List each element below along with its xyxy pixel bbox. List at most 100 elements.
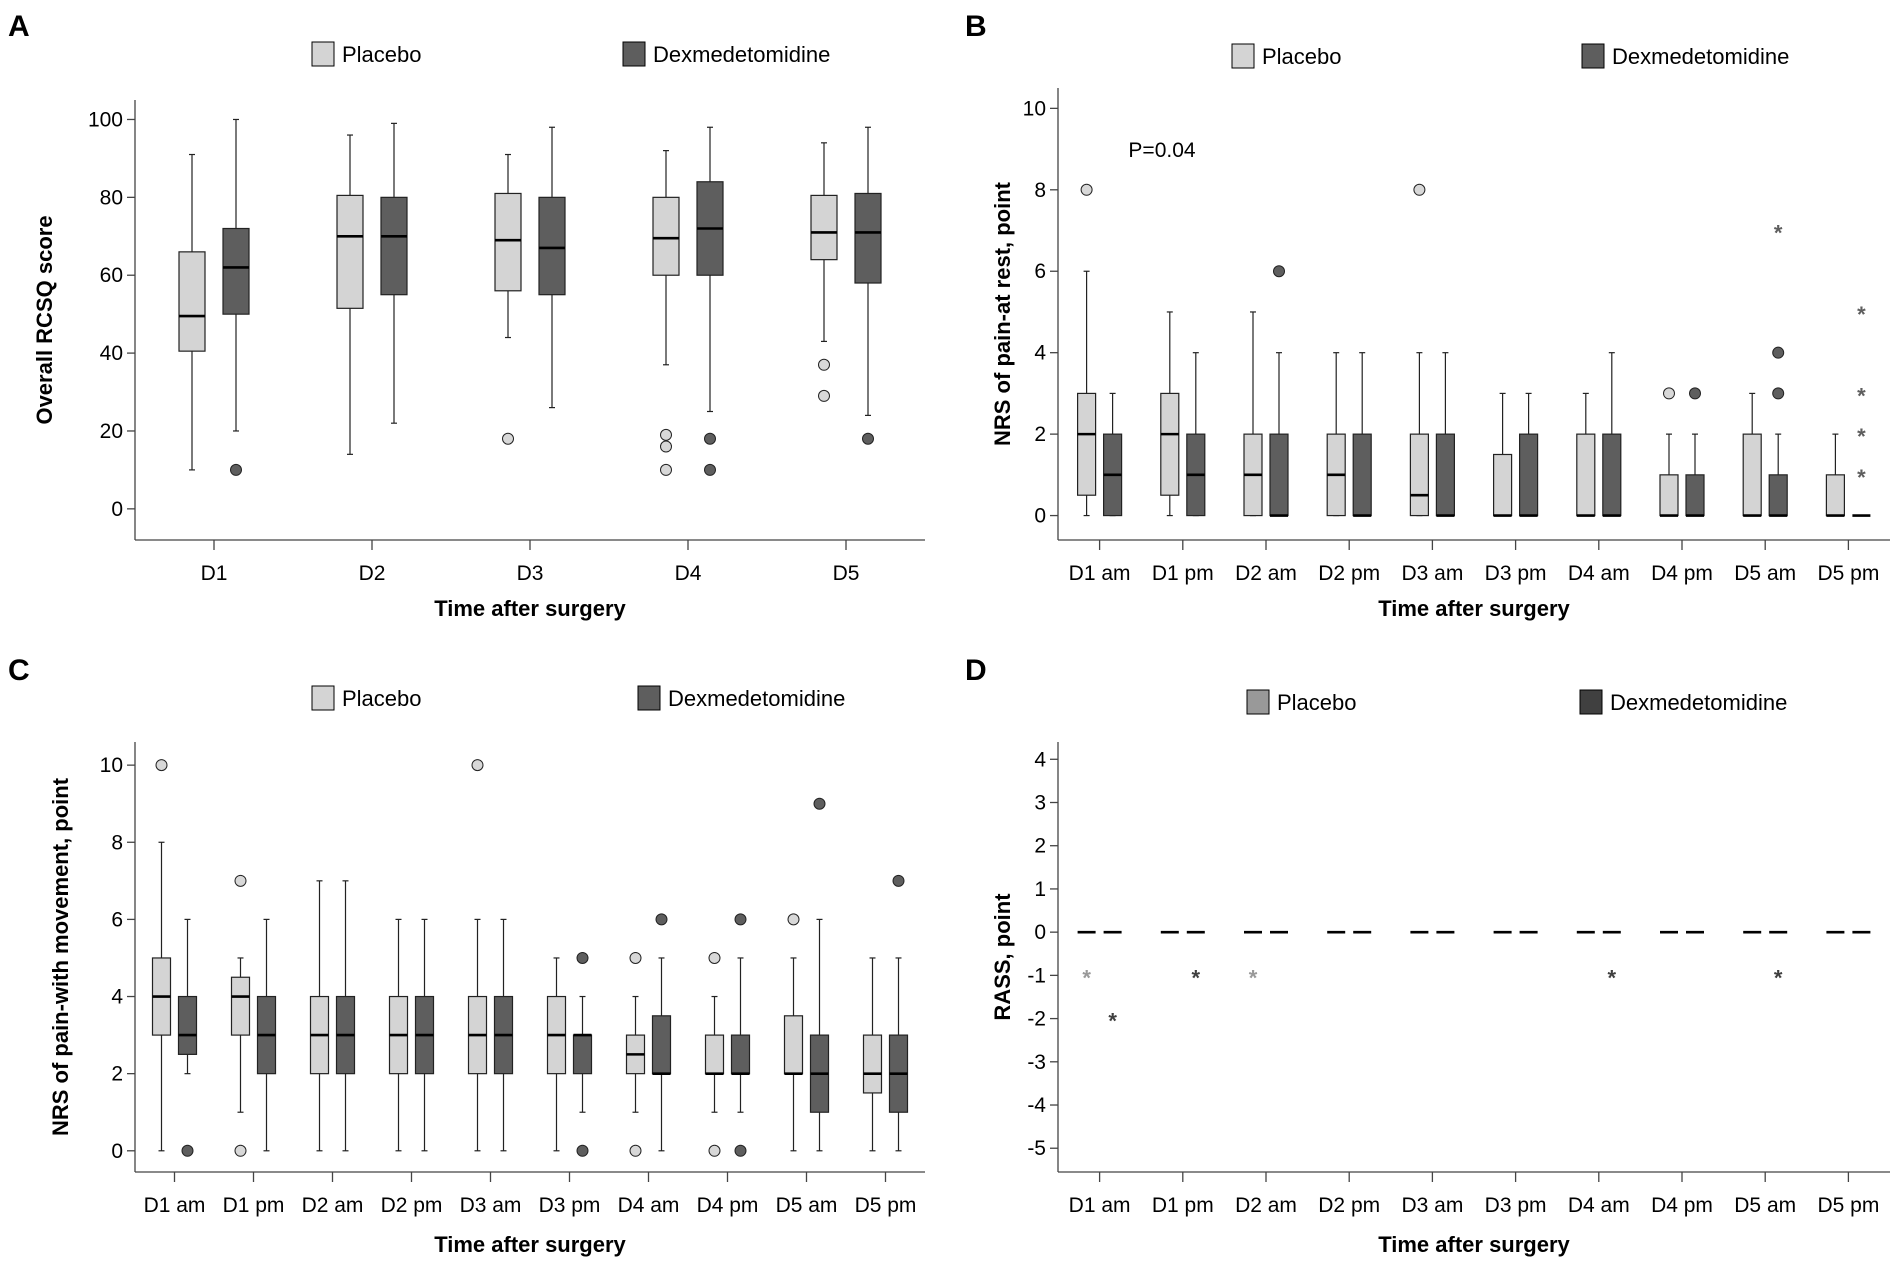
outlier-point [230,463,242,476]
box-iqr [783,1015,804,1075]
box-d1-pm [1186,352,1206,517]
box-d2-am [1243,311,1263,517]
legend-label: Placebo [342,686,422,711]
legend-swatch-dexmedetomidine [622,41,646,67]
x-tick-label: D1 pm [1152,562,1214,585]
outlier-point [660,440,672,453]
y-tick-label: 6 [1034,260,1046,283]
series-dexmedetomidine: * * * * [1103,930,1871,1034]
y-tick-label: 0 [111,498,123,521]
box-iqr [538,196,566,296]
outlier-point [1080,183,1093,196]
outlier-point [704,463,716,476]
legend-swatch-placebo [311,685,335,711]
box-iqr [1435,433,1456,517]
outlier-point [655,913,668,926]
x-tick-label: D3 am [1401,562,1463,585]
x-tick-label: D1 [201,562,228,585]
x-tick-label: D1 pm [223,1194,285,1217]
outlier-point [576,951,589,964]
outlier-point [234,1144,247,1157]
x-tick-label: D4 am [618,1194,680,1217]
box-iqr [1076,392,1097,496]
outlier-point [660,463,672,476]
box-iqr [572,1034,593,1075]
x-tick-label: D3 pm [1485,562,1547,585]
box-iqr [1659,474,1679,517]
legend-label: Placebo [1277,690,1357,715]
y-tick-label: 2 [1034,423,1046,446]
outlier-point [576,1144,589,1157]
x-tick-label: D1 am [1069,1194,1131,1217]
box-d5-am [809,797,830,1152]
legend-swatch-placebo [1246,689,1270,715]
y-tick-label: 3 [1034,792,1046,815]
y-tick-label: -4 [1027,1094,1046,1117]
box-d5-pm: * * * * [1852,302,1871,517]
outlier-point [818,358,830,371]
outlier-point [629,1144,642,1157]
outlier-point [502,432,514,445]
x-tick-label: D3 pm [539,1194,601,1217]
box-d4-pm [1685,387,1705,517]
series-placebo [1076,183,1846,517]
x-tick-label: D1 pm [1152,1194,1214,1217]
box-d2-am [309,880,330,1152]
y-axis-title: Overall RCSQ score [32,215,57,424]
y-tick-label: -3 [1027,1051,1046,1074]
legend-swatch-placebo [311,41,335,67]
box-d1-am [1076,183,1097,517]
box-iqr [704,1034,725,1075]
box-d4-pm [730,913,751,1157]
x-tick-label: D2 [359,562,386,585]
x-tick-label: D4 pm [697,1194,759,1217]
outlier-point [818,389,830,402]
extreme-point: * [1192,965,1201,990]
outlier-point [708,951,721,964]
box-d3-am [467,759,488,1152]
extreme-point: * [1774,965,1783,990]
box-d2-pm [1352,352,1372,517]
box-d4-am: * [1602,930,1621,990]
panel-a: A Placebo Dexmedetomidine 0 20 40 60 80 100 D1 D2 D… [8,10,925,621]
legend-label: Dexmedetomidine [668,686,845,711]
y-axis-title: NRS of pain-with movement, point [48,777,73,1136]
outlier-point [813,797,826,810]
y-axis-title: RASS, point [990,893,1015,1021]
box-iqr [651,1015,672,1075]
y-tick-label: 10 [1023,97,1046,120]
annotation: P=0.04 [1128,139,1195,162]
box-iqr [336,194,364,309]
legend-label: Placebo [1262,44,1342,69]
outlier-point [708,1144,721,1157]
y-axis-title: NRS of pain-at rest, point [990,181,1015,446]
legend-swatch-placebo [1231,43,1255,69]
outlier-point [704,432,716,445]
box-d2-am [335,880,356,1152]
box-iqr [1742,433,1762,517]
box-iqr [652,196,680,276]
y-tick-label: 60 [100,264,123,287]
y-tick-label: 20 [100,420,123,443]
box-d1-am: * [1077,930,1096,990]
box-d1-am: * [1103,930,1122,1034]
box-d3-am [1435,352,1456,517]
legend-swatch-dexmedetomidine [1581,43,1605,69]
y-tick-label: 0 [1034,505,1046,528]
box-d3 [494,153,522,445]
box-iqr [177,995,198,1055]
box-iqr [730,1034,751,1075]
box-d1-pm: * [1186,930,1205,990]
outlier-point [1273,265,1285,278]
box-d3-pm [1518,392,1539,517]
box-iqr [1602,433,1622,517]
x-tick-label: D3 am [460,1194,522,1217]
extreme-point: * [1857,465,1866,490]
box-iqr [1352,433,1372,517]
y-tick-label: 1 [1034,878,1046,901]
outlier-point [629,951,642,964]
panel-b: B Placebo Dexmedetomidine 0 2 4 6 8 10 D1 am D1 pm… [965,10,1890,621]
x-tick-label: D4 am [1568,1194,1630,1217]
x-tick-label: D3 pm [1485,1194,1547,1217]
box-iqr [1685,474,1705,517]
